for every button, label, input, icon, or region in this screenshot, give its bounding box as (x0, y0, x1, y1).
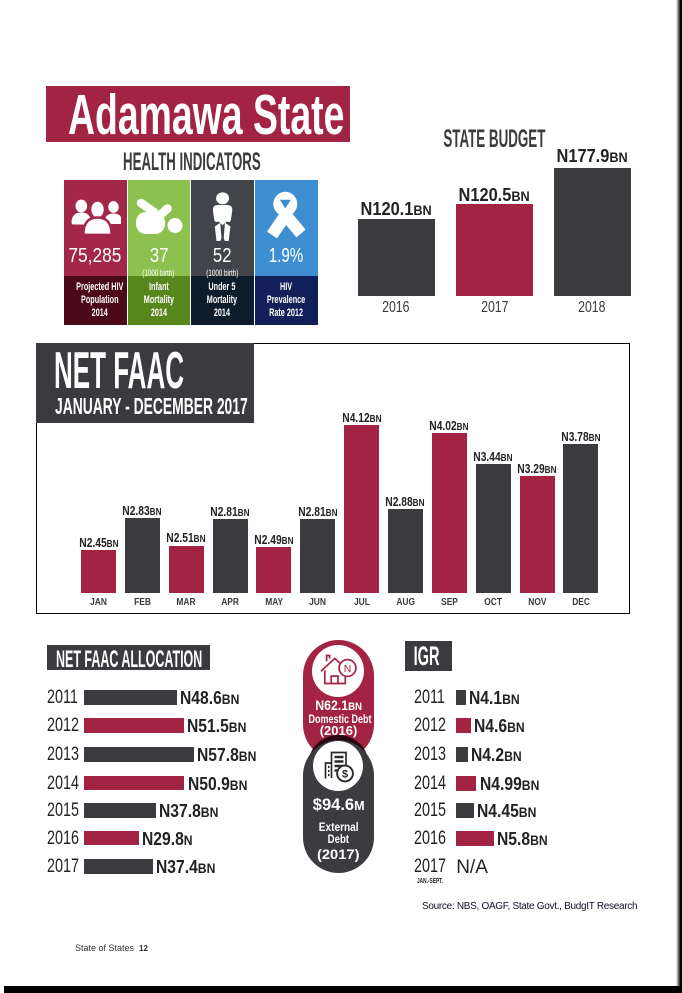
svg-text:$: $ (342, 769, 348, 781)
svg-text:N: N (344, 663, 352, 675)
